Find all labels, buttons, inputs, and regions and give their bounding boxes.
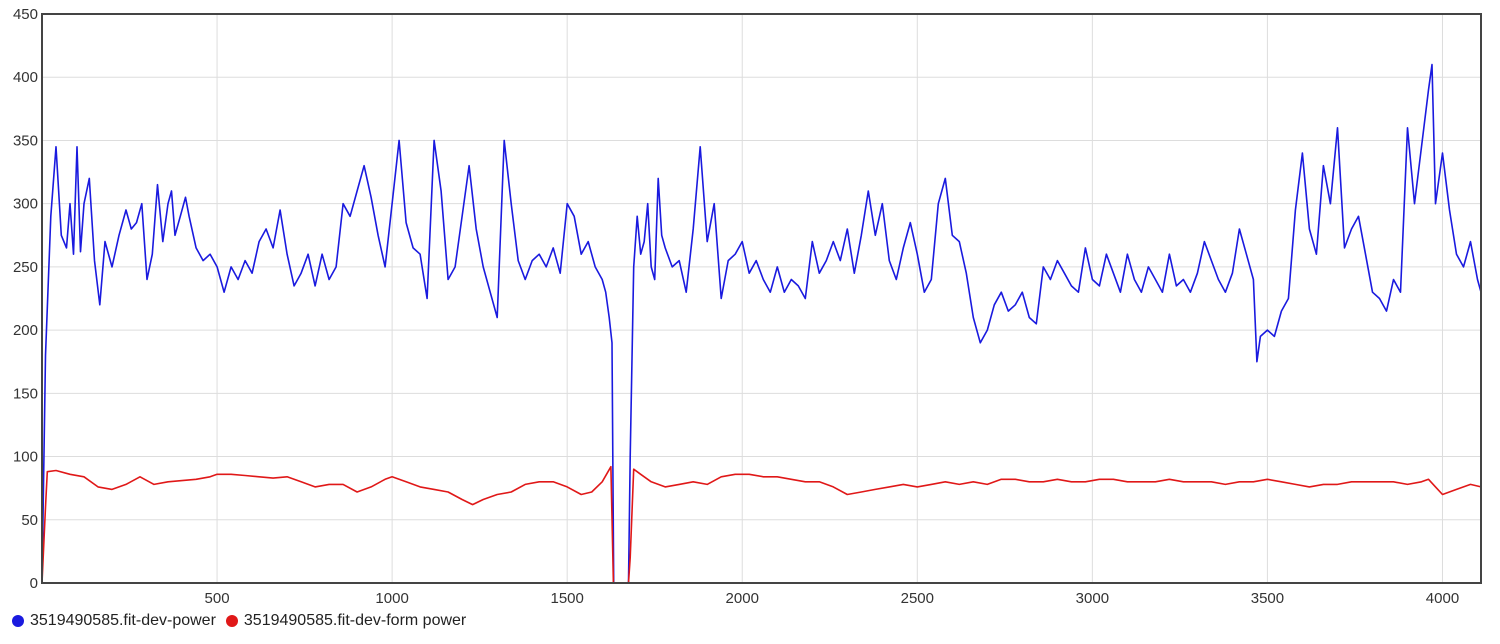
chart-series-layer [41,63,1482,584]
x-tick-label: 2500 [901,590,934,607]
series-line-power [41,63,1482,584]
y-tick-label: 150 [13,385,38,402]
y-tick-label: 0 [30,575,38,592]
plot-frame [41,13,1482,584]
legend-label-form-power: 3519490585.fit-dev-form power [243,612,467,629]
x-tick-label: 1500 [550,590,583,607]
y-tick-label: 300 [13,196,38,213]
y-tick-label: 50 [21,512,38,529]
legend-swatch-form-power [225,615,238,627]
y-tick-label: 200 [13,322,38,339]
chart-legend: 3519490585.fit-dev-power 3519490585.fit-… [12,612,476,630]
y-tick-label: 250 [13,259,38,276]
y-tick-label: 400 [13,69,38,86]
y-tick-label: 350 [13,132,38,149]
legend-swatch-power [12,615,24,627]
x-axis-tick-labels: 500 1000 1500 2000 2500 3000 3500 4000 [205,590,1460,607]
y-tick-label: 100 [13,449,38,466]
x-tick-label: 4000 [1426,590,1459,607]
legend-item-power[interactable]: 3519490585.fit-dev-power [12,612,216,630]
y-tick-label: 450 [13,6,38,23]
chart-grid [42,13,1481,584]
x-tick-label: 2000 [726,590,759,607]
x-tick-label: 3500 [1251,590,1284,607]
legend-label-power: 3519490585.fit-dev-power [30,612,216,629]
x-tick-label: 1000 [375,590,408,607]
x-tick-label: 500 [205,590,230,607]
x-tick-label: 3000 [1076,590,1109,607]
series-line-form-power [41,465,1482,584]
legend-item-form-power[interactable]: 3519490585.fit-dev-form power [225,612,467,630]
y-axis-tick-labels: 0 50 100 150 200 250 300 350 400 450 [13,6,38,592]
